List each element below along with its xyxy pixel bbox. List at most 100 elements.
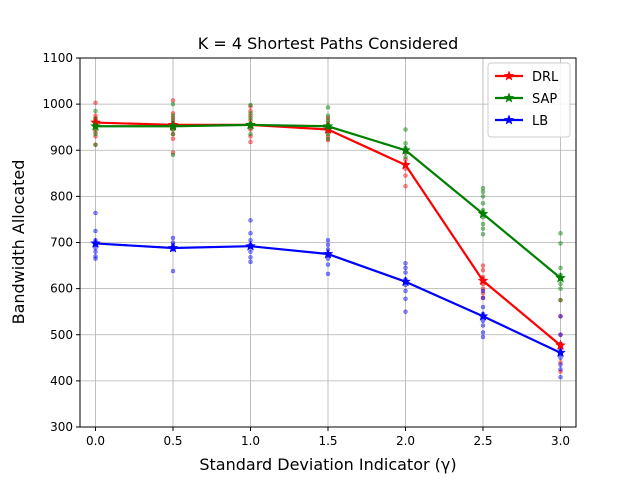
- lb-sample-point: [480, 295, 486, 301]
- x-tick-label: 0.0: [86, 434, 105, 448]
- lb-star-marker: [167, 242, 179, 253]
- lb-sample-point: [325, 237, 331, 243]
- lb-sample-point: [93, 254, 98, 259]
- drl-sample-point: [558, 360, 563, 365]
- lb-sample-point: [325, 271, 331, 277]
- drl-sample-point: [170, 150, 176, 155]
- sap-sample-point: [403, 154, 408, 160]
- lb-sample-point: [403, 309, 408, 314]
- sap-sample-point: [480, 185, 486, 191]
- lb-sample-point: [480, 318, 486, 324]
- lb-sample-point: [480, 334, 486, 340]
- drl-sample-point: [248, 113, 253, 118]
- lb-sample-point: [480, 323, 486, 328]
- sap-sample-point: [558, 286, 563, 291]
- y-tick-label: 600: [50, 282, 73, 296]
- sap-star-marker: [477, 208, 489, 219]
- lb-sample-point: [480, 304, 486, 310]
- sap-sample-point: [170, 113, 176, 118]
- lb-star-marker: [400, 275, 411, 287]
- drl-sample-point: [558, 369, 563, 374]
- drl-sample-point: [325, 115, 331, 121]
- drl-sample-point: [325, 137, 331, 143]
- drl-sample-point: [403, 173, 408, 178]
- lb-star-marker: [322, 248, 334, 259]
- lb-sample-point: [170, 235, 176, 241]
- lb-star-marker: [477, 310, 489, 321]
- y-tick-label: 300: [50, 420, 73, 434]
- sap-sample-point: [93, 131, 98, 137]
- lb-sample-point: [558, 332, 563, 337]
- lb-sample-point: [558, 374, 563, 380]
- drl-sample-point: [248, 108, 253, 114]
- sap-sample-point: [248, 111, 253, 116]
- legend-marker-sap: [503, 92, 515, 103]
- sap-sample-point: [325, 113, 331, 118]
- lb-sample-point: [403, 265, 408, 271]
- drl-star-marker: [477, 275, 489, 286]
- drl-sample-point: [248, 127, 253, 132]
- lb-sample-point: [558, 362, 563, 367]
- drl-sample-point: [93, 134, 98, 139]
- y-tick-label: 700: [50, 236, 73, 250]
- sap-sample-point: [170, 152, 176, 158]
- drl-sample-point: [248, 139, 253, 145]
- legend-label-drl: DRL: [532, 70, 559, 85]
- x-tick-label: 1.5: [318, 434, 337, 448]
- sap-sample-point: [480, 194, 486, 199]
- lb-sample-point: [170, 268, 176, 274]
- lb-sample-point: [93, 245, 98, 251]
- legend-label-sap: SAP: [532, 92, 557, 107]
- y-tick-label: 800: [50, 189, 73, 203]
- drl-sample-point: [480, 263, 486, 268]
- sap-sample-point: [558, 265, 563, 271]
- sap-sample-point: [93, 142, 98, 147]
- lb-sample-point: [480, 330, 486, 335]
- drl-sample-point: [170, 111, 176, 116]
- sap-sample-point: [480, 189, 486, 195]
- lb-star-marker: [555, 347, 566, 358]
- sap-sample-point: [480, 226, 486, 231]
- legend-label-lb: LB: [532, 114, 548, 129]
- y-tick-label: 400: [50, 374, 73, 388]
- drl-sample-point: [170, 136, 176, 141]
- lb-sample-point: [325, 262, 331, 267]
- axis-ticks: 0.0 0.5 1.0 1.5 2.0 2.5 3.0 300 400 500 600 700 800 9…: [42, 51, 570, 448]
- sap-sample-point: [403, 127, 408, 132]
- lb-star-marker: [90, 237, 101, 249]
- sap-sample-point: [558, 297, 563, 303]
- lb-sample-point: [325, 242, 331, 248]
- y-tick-label: 900: [50, 143, 73, 157]
- sap-star-marker: [400, 144, 411, 155]
- sap-sample-point: [480, 201, 486, 206]
- legend-marker-drl: [503, 70, 515, 81]
- sap-sample-point: [325, 131, 331, 137]
- lb-sample-point: [248, 218, 253, 223]
- sap-sample-point: [170, 131, 176, 137]
- drl-sample-point: [93, 129, 98, 135]
- lb-sample-point: [248, 231, 253, 236]
- drl-sample-point: [170, 98, 176, 103]
- drl-sample-point: [325, 134, 331, 139]
- drl-sample-point: [248, 104, 253, 109]
- drl-sample-point: [403, 183, 408, 189]
- lb-sample-point: [403, 288, 408, 294]
- x-tick-label: 2.0: [396, 434, 415, 448]
- x-axis-label: Standard Deviation Indicator (γ): [199, 455, 456, 474]
- sap-sample-point: [480, 221, 486, 227]
- lb-sample-point: [93, 210, 98, 216]
- x-tick-label: 0.5: [163, 434, 182, 448]
- lb-sample-point: [248, 249, 253, 254]
- sap-sample-point: [480, 231, 486, 237]
- lb-sample-point: [558, 314, 563, 319]
- sap-sample-point: [170, 101, 176, 107]
- drl-sample-point: [480, 267, 486, 273]
- sap-star-marker: [90, 120, 101, 131]
- lb-sample-point: [93, 249, 98, 254]
- lb-star-marker: [245, 240, 256, 251]
- lb-sample-point: [248, 259, 253, 265]
- drl-sample-point: [480, 290, 486, 296]
- legend: DRL SAP LB: [487, 62, 571, 138]
- sap-sample-point: [325, 136, 331, 141]
